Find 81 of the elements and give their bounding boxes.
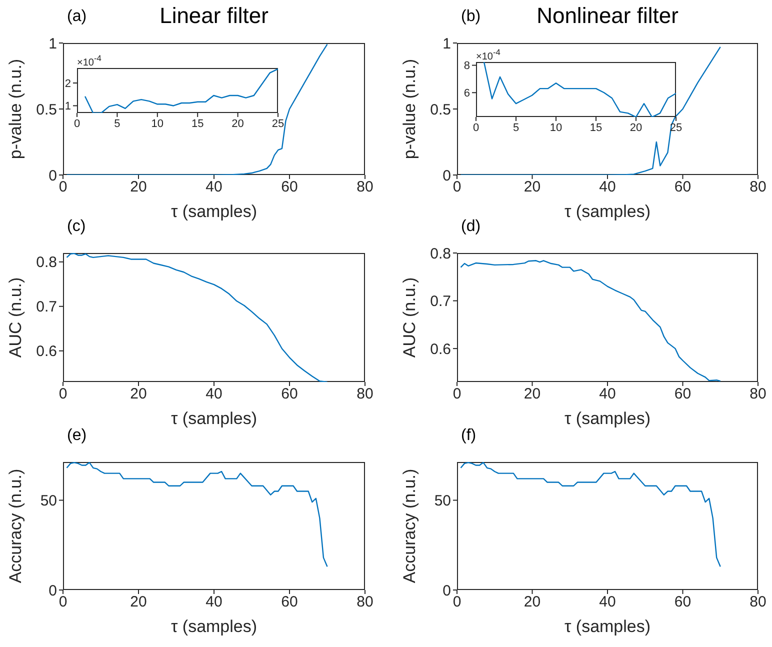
- x-tick-label: 10: [550, 122, 562, 134]
- x-axis-title: τ (samples): [170, 409, 258, 428]
- y-tick-label: 50: [434, 492, 451, 510]
- x-tick-label: 15: [590, 122, 602, 134]
- y-tick-label: 0.6: [430, 340, 451, 358]
- line-series: [460, 260, 721, 382]
- x-tick-label: 20: [524, 594, 541, 611]
- x-tick-label: 40: [599, 594, 616, 611]
- text: (f): [461, 427, 476, 444]
- y-tick-label: 0.8: [36, 254, 57, 272]
- line-series: [460, 462, 721, 568]
- x-tick-label: 5: [114, 118, 120, 130]
- y-axis-title: p-value (n.u.): [6, 58, 26, 160]
- x-tick-label: 20: [130, 178, 147, 196]
- y-tick-label: 0: [48, 167, 57, 184]
- x-tick-label: 0: [74, 118, 80, 130]
- text: (d): [461, 218, 481, 235]
- line-series: [460, 46, 721, 175]
- chart-title: Nonlinear filter: [536, 3, 678, 28]
- y-tick-label: 0.6: [36, 343, 57, 360]
- x-tick-label: 80: [750, 594, 766, 611]
- text: (b): [461, 8, 481, 25]
- x-tick-label: 40: [599, 178, 616, 196]
- x-axis-title: τ (samples): [564, 202, 651, 221]
- y-tick-label: 50: [40, 492, 57, 510]
- x-tick-label: 80: [750, 386, 766, 403]
- y-tick-label: 0.7: [36, 298, 57, 316]
- x-tick-label: 60: [674, 594, 692, 611]
- x-tick-label: 40: [206, 386, 222, 403]
- y-tick-label: 2: [64, 78, 71, 90]
- x-tick-label: 60: [674, 386, 692, 403]
- y-tick-label: 1: [64, 100, 71, 113]
- y-tick-label: 0.8: [430, 245, 451, 262]
- line-series: [66, 462, 328, 568]
- x-tick-label: 80: [356, 386, 374, 403]
- y-axis-title: AUC (n.u.): [6, 277, 26, 358]
- y-tick-label: 6: [464, 88, 470, 100]
- x-axis-title: τ (samples): [564, 409, 651, 428]
- text: (c): [67, 218, 86, 235]
- y-axis-title: Accuracy (n.u.): [400, 468, 420, 584]
- x-tick-label: 20: [524, 386, 541, 403]
- x-axis-title: τ (samples): [564, 617, 651, 636]
- y-axis-title: p-value (n.u.): [400, 58, 420, 160]
- x-tick-label: 15: [191, 118, 204, 130]
- text: (e): [67, 427, 87, 444]
- y-tick-label: 8: [464, 60, 470, 72]
- x-tick-label: 20: [630, 122, 642, 134]
- y-tick-label: 0.7: [430, 293, 451, 310]
- x-tick-label: 5: [512, 122, 520, 134]
- y-tick-label: 0.5: [430, 101, 451, 118]
- x-tick-label: 80: [356, 594, 374, 611]
- x-tick-label: 60: [281, 386, 298, 403]
- y-tick-label: 1: [442, 35, 451, 52]
- x-tick-label: 20: [232, 118, 244, 130]
- x-tick-label: 40: [206, 178, 222, 196]
- x-tick-label: 60: [281, 178, 298, 196]
- y-tick-label: 0: [48, 582, 57, 600]
- chart-title: Linear filter: [160, 3, 268, 28]
- x-axis-title: τ (samples): [170, 617, 258, 636]
- x-tick-label: 20: [524, 178, 541, 196]
- x-tick-label: 20: [130, 386, 147, 403]
- x-axis-title: τ (samples): [170, 202, 258, 221]
- x-tick-label: 40: [599, 386, 616, 403]
- x-tick-label: 60: [674, 178, 692, 196]
- x-tick-label: 40: [206, 594, 222, 611]
- x-tick-label: 80: [356, 178, 374, 196]
- y-tick-label: 0: [442, 582, 451, 600]
- text: (a): [67, 8, 87, 25]
- x-tick-label: 80: [750, 178, 766, 196]
- x-tick-label: 20: [130, 594, 147, 611]
- x-tick-label: 0: [472, 122, 480, 134]
- x-tick-label: 60: [281, 594, 298, 611]
- annotation: ×10$^{-4}$: [77, 52, 102, 70]
- y-axis-title: AUC (n.u.): [400, 277, 420, 358]
- x-tick-label: 25: [272, 118, 284, 130]
- annotation: ×10$^{-4}$: [476, 46, 500, 64]
- y-tick-label: 1: [48, 35, 57, 52]
- x-tick-label: 10: [151, 118, 164, 130]
- y-tick-label: 0.5: [36, 101, 57, 118]
- y-tick-label: 0: [442, 167, 451, 184]
- y-axis-title: Accuracy (n.u.): [6, 468, 26, 584]
